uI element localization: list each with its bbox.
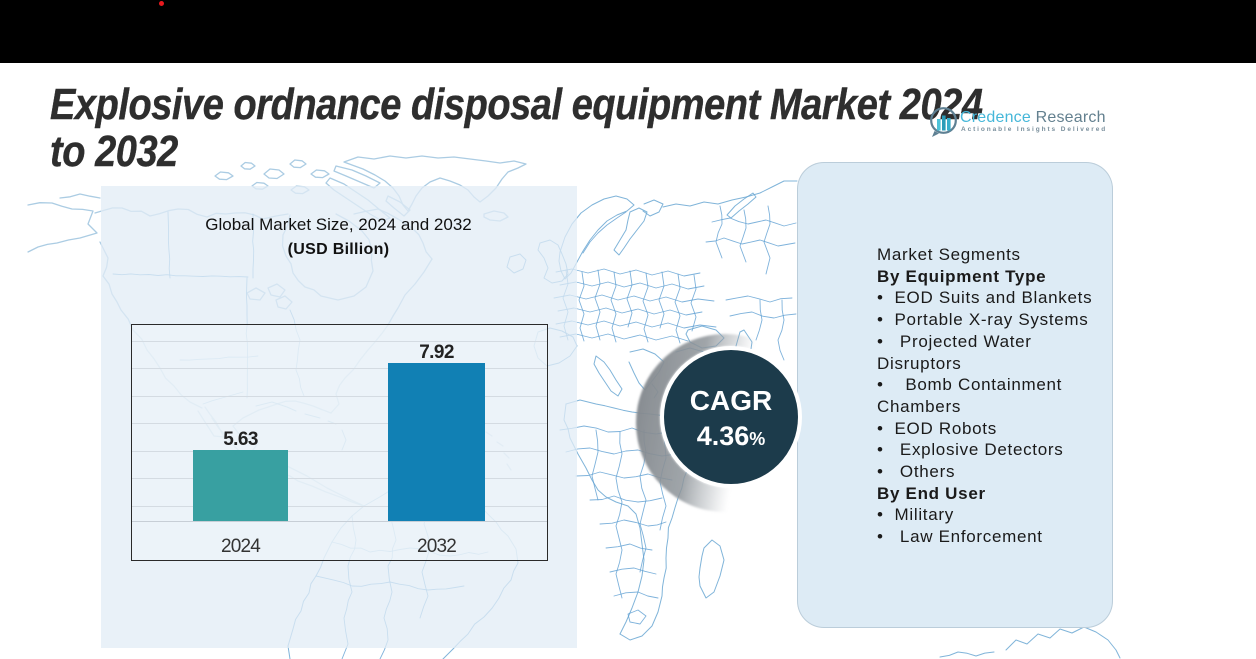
svg-text:CAGR: CAGR — [690, 385, 772, 416]
